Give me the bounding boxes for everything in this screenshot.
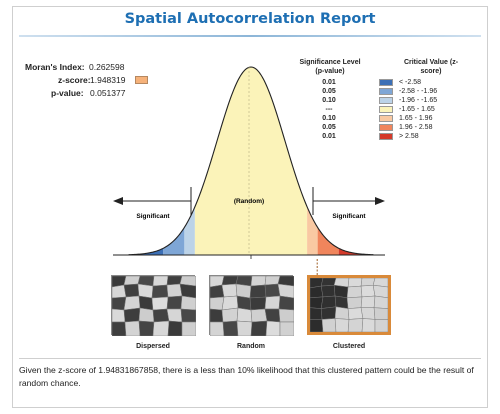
right-significance-label: Significant <box>332 213 366 220</box>
left-significance-label: Significant <box>136 213 170 220</box>
clustered-pattern-thumbnail <box>307 275 391 335</box>
z-score-value: 1.948319 <box>90 75 126 85</box>
legend-critical-value: -2.58 - -1.96 <box>399 88 438 95</box>
random-label: Random <box>237 343 265 350</box>
morans-index-value: 0.262598 <box>89 62 125 72</box>
curve-band <box>128 248 164 255</box>
p-value-value: 0.051377 <box>90 88 126 98</box>
legend-row: 0.05 -2.58 - -1.96 <box>295 88 475 97</box>
summary-text: Given the z-score of 1.94831867858, ther… <box>19 365 474 388</box>
legend-p-value: 0.10 <box>322 97 336 104</box>
legend-critical-value: -1.96 - -1.65 <box>399 97 438 104</box>
legend-p-value: 0.05 <box>322 124 336 131</box>
right-arrow-head <box>375 197 385 205</box>
dispersed-label: Dispersed <box>136 343 170 350</box>
p-value-label: p-value: <box>51 88 84 98</box>
random-region-label: (Random) <box>234 198 264 205</box>
normal-distribution-curve: Significant Significant (Random) <box>113 66 385 275</box>
footer-divider <box>19 358 481 359</box>
legend-critical-header: Critical Value (z-score) <box>403 59 459 75</box>
left-arrow-head <box>113 197 123 205</box>
legend-swatch <box>379 79 393 86</box>
legend-p-value: --- <box>325 106 333 113</box>
curve-band <box>194 67 308 255</box>
legend-row: 0.01 > 2.58 <box>295 133 475 142</box>
legend-critical-value: -1.65 - 1.65 <box>399 106 435 113</box>
clustered-map-image <box>310 278 388 332</box>
legend-p-value: 0.10 <box>322 115 336 122</box>
legend-critical-value: > 2.58 <box>399 133 419 140</box>
curve-outline <box>128 66 374 256</box>
legend-swatch <box>379 124 393 131</box>
legend-row: 0.05 1.96 - 2.58 <box>295 124 475 133</box>
legend-critical-value: 1.65 - 1.96 <box>399 115 433 122</box>
z-score-label: z-score: <box>58 75 91 85</box>
clustered-label: Clustered <box>332 343 366 350</box>
random-map-image <box>210 276 294 336</box>
legend-swatch <box>379 97 393 104</box>
random-pattern-thumbnail <box>209 275 294 336</box>
legend-p-value: 0.01 <box>322 133 336 140</box>
title-divider <box>19 35 481 37</box>
report-panel: Spatial Autocorrelation Report Moran's I… <box>12 6 488 408</box>
legend-swatch <box>379 115 393 122</box>
legend-row: 0.10 1.65 - 1.96 <box>295 115 475 124</box>
legend-significance-header: Significance Level (p-value) <box>299 59 361 75</box>
legend-row: 0.01 < -2.58 <box>295 79 475 88</box>
curve-bands <box>128 67 374 255</box>
report-title: Spatial Autocorrelation Report <box>124 11 376 27</box>
dispersed-map-image <box>112 276 196 336</box>
curve-band <box>307 206 318 255</box>
dispersed-pattern-thumbnail <box>111 275 196 336</box>
legend-row: 0.10 -1.96 - -1.65 <box>295 97 475 106</box>
legend-swatch <box>379 88 393 95</box>
morans-index-label: Moran's Index: <box>25 62 85 72</box>
legend-p-value: 0.05 <box>322 88 336 95</box>
legend-critical-value: < -2.58 <box>399 79 421 86</box>
curve-band <box>338 248 374 255</box>
legend-critical-value: 1.96 - 2.58 <box>399 124 433 131</box>
curve-band <box>184 206 195 255</box>
legend-swatch <box>379 106 393 113</box>
legend-row: --- -1.65 - 1.65 <box>295 106 475 115</box>
legend-p-value: 0.01 <box>322 79 336 86</box>
z-score-color-swatch <box>135 76 148 84</box>
legend-swatch <box>379 133 393 140</box>
